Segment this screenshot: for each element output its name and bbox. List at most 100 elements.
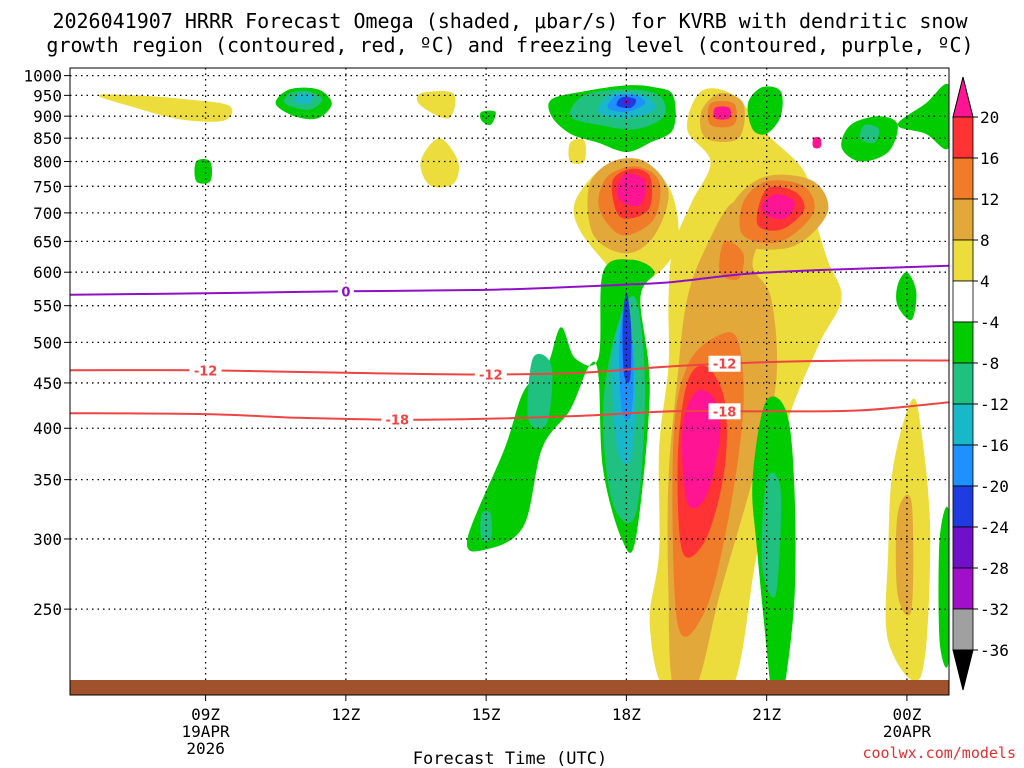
colorbar-swatch-7 [952, 403, 974, 446]
contour-dendritic-minus12 [70, 359, 949, 376]
contour-freezing-level-0 [70, 264, 949, 296]
colorbar-swatch-12 [952, 608, 974, 651]
chart-title-line-2: growth region (contoured, red, ºC) and f… [46, 33, 973, 57]
contour-label-bg-5 [337, 283, 354, 300]
y-tick-label-850: 850 [33, 129, 62, 148]
contour-label-4: -12 [713, 358, 737, 373]
colorbar-label-1: 16 [980, 149, 999, 168]
y-tick-label-550: 550 [33, 297, 62, 316]
omega-region-4-5 [568, 138, 587, 164]
contour-label-bg-2 [189, 362, 222, 379]
omega-region-4-4 [416, 90, 456, 119]
colorbar-label-6: -8 [980, 354, 999, 373]
x-tick-year-09Z: 2026 [186, 739, 225, 758]
y-tick-label-750: 750 [33, 177, 62, 196]
contour-label-0: -18 [386, 414, 410, 429]
colorbar-label-7: -12 [980, 395, 1009, 414]
omega-region-8-11 [895, 494, 914, 616]
contour-label-bg-4 [708, 355, 741, 372]
pressure-gridlines [70, 68, 949, 695]
omega-region-minus20-48 [622, 291, 632, 384]
plot-frame [69, 67, 950, 696]
x-tick-label-18Z: 18Z [612, 705, 641, 724]
y-tick-label-650: 650 [33, 232, 62, 251]
omega-region-minus8-38 [480, 511, 492, 543]
colorbar-swatch-10 [952, 526, 974, 569]
contour-label-bg-0 [381, 411, 414, 428]
omega-region-minus24-50 [623, 99, 631, 105]
colorbar-swatch-4 [952, 280, 974, 323]
x-tick-label-12Z: 12Z [331, 705, 360, 724]
credit-text: coolwx.com/models [862, 744, 1016, 762]
y-tick-label-950: 950 [33, 86, 62, 105]
contour-label-bg-1 [708, 403, 741, 420]
x-tick-date-09Z: 19APR [182, 722, 231, 741]
y-tick-label-1000: 1000 [23, 67, 62, 86]
omega-region-20-23 [713, 106, 732, 120]
x-tick-label-09Z: 09Z [191, 705, 220, 724]
colorbar-label-0: 20 [980, 108, 999, 127]
omega-region-20-20 [681, 389, 721, 509]
contour-label-5: 0 [341, 285, 350, 300]
x-axis-title: Forecast Time (UTC) [413, 749, 607, 768]
contour-label-1: -18 [713, 405, 737, 420]
y-tick-label-350: 350 [33, 471, 62, 490]
y-tick-label-400: 400 [33, 419, 62, 438]
x-tick-label-15Z: 15Z [472, 705, 501, 724]
omega-region-minus8-42 [859, 124, 880, 144]
y-tick-label-900: 900 [33, 107, 62, 126]
colorbar-swatch-6 [952, 362, 974, 405]
y-tick-label-300: 300 [33, 530, 62, 549]
omega-region-4-2 [98, 94, 233, 122]
y-tick-label-250: 250 [33, 600, 62, 619]
ground-strip [70, 680, 949, 695]
colorbar-swatch-1 [952, 157, 974, 200]
colorbar-label-4: 4 [980, 272, 990, 291]
x-tick-label-21Z: 21Z [752, 705, 781, 724]
plot-area: -18 -18 -12 -12 -12 0 [70, 68, 949, 695]
y-tick-label-700: 700 [33, 204, 62, 223]
colorbar-label-12: -32 [980, 600, 1009, 619]
y-tick-label-800: 800 [33, 152, 62, 171]
omega-region-20-24 [812, 137, 822, 149]
contour-label-2: -12 [194, 364, 218, 379]
omega-shading [98, 83, 949, 695]
contour-label-bg-3 [474, 366, 507, 383]
temperature-contours: -18 -18 -12 -12 -12 0 [70, 264, 949, 429]
colorbar-swatch-3 [952, 239, 974, 282]
omega-region-12-15 [719, 240, 745, 280]
x-tick-label-00Z: 00Z [892, 705, 921, 724]
colorbar-label-8: -16 [980, 436, 1009, 455]
y-tick-label-450: 450 [33, 374, 62, 393]
contour-label-3: -12 [479, 368, 503, 383]
colorbar-legend: 20 16 12 8 4 -4 -8 -12 -16 -20 -24 -28 -32 -36 [952, 76, 1009, 691]
colorbar-label-5: -4 [980, 313, 999, 332]
y-axis: 250 300 350 400 450 500 550 600 650 700 750 800 850 9… [23, 67, 70, 619]
y-tick-label-500: 500 [33, 333, 62, 352]
colorbar-swatch-2 [952, 198, 974, 241]
colorbar-swatch-5 [952, 321, 974, 364]
contour-dendritic-minus18 [70, 401, 949, 421]
colorbar-cap-bottom [952, 649, 974, 691]
colorbar-swatch-0 [952, 116, 974, 159]
colorbar-swatch-8 [952, 444, 974, 487]
omega-region-minus8-37 [527, 353, 553, 429]
colorbar-swatch-9 [952, 485, 974, 528]
omega-region-minus4-34 [896, 272, 917, 321]
colorbar-label-13: -36 [980, 641, 1009, 660]
omega-region-4-3 [420, 138, 460, 188]
colorbar-label-10: -24 [980, 518, 1009, 537]
omega-region-20-21 [616, 173, 646, 207]
chart-title-line-1: 2026041907 HRRR Forecast Omega (shaded, … [52, 9, 968, 33]
colorbar-label-9: -20 [980, 477, 1009, 496]
colorbar-label-11: -28 [980, 559, 1009, 578]
omega-region-minus4-31 [747, 86, 783, 135]
colorbar-swatch-11 [952, 567, 974, 610]
colorbar-label-3: 8 [980, 231, 990, 250]
omega-region-minus4-28 [194, 159, 213, 184]
x-tick-date-00Z: 20APR [883, 722, 932, 741]
y-tick-label-600: 600 [33, 263, 62, 282]
omega-region-minus4-30 [479, 110, 496, 126]
